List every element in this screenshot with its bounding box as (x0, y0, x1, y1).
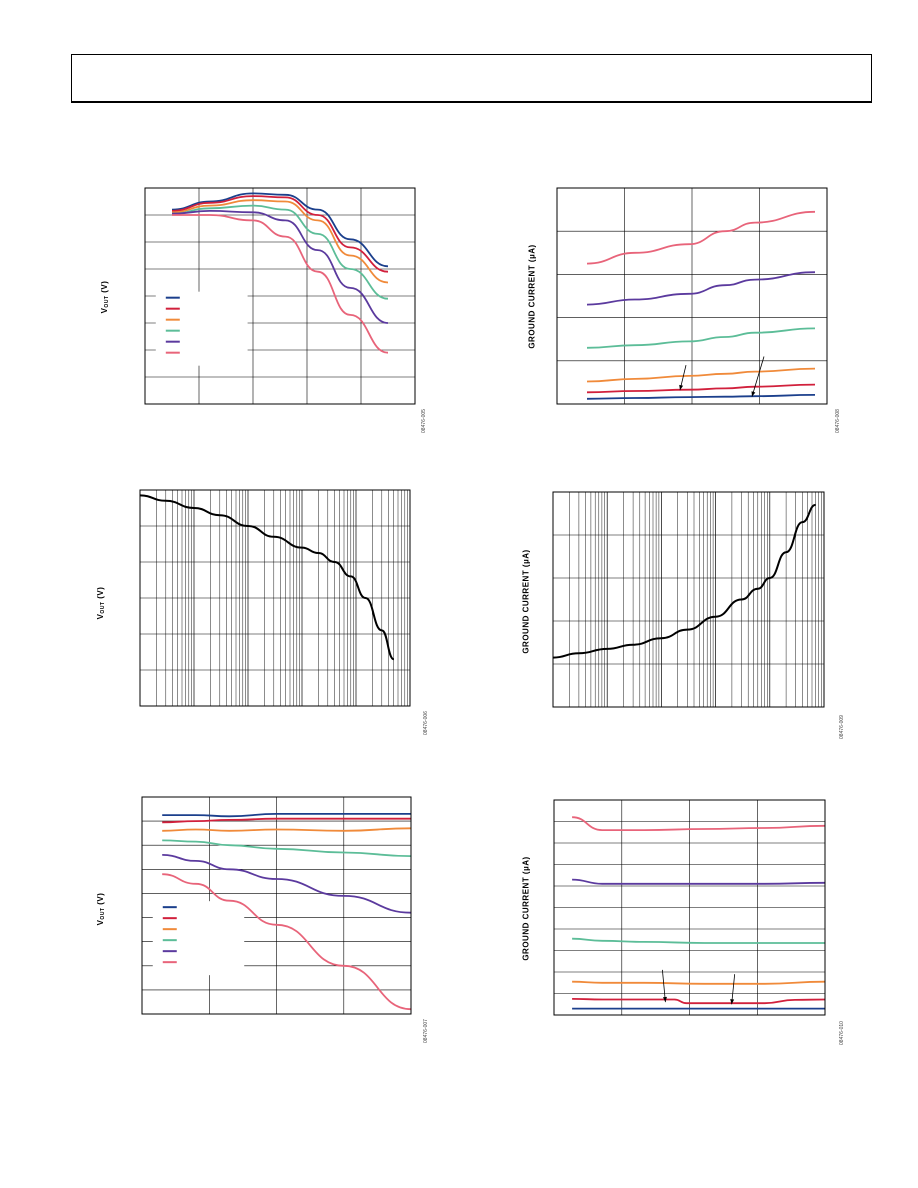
series-line-pink (586, 210, 816, 265)
series-line-navy (171, 192, 389, 268)
series-line-black (139, 494, 395, 661)
figure-id: 08476-010 (839, 1021, 845, 1045)
annotation-arrow-line (662, 969, 666, 1003)
series-line-teal (171, 204, 389, 300)
chart-plot-area (553, 799, 826, 1016)
y-axis-label: GROUND CURRENT (µA) (527, 244, 537, 349)
annotation-arrowhead (662, 996, 667, 1003)
plot-frame (552, 491, 825, 708)
series-line-pink (162, 873, 412, 1011)
annotation-arrowhead (751, 391, 756, 397)
series-line-purple (162, 854, 412, 914)
y-axis-label: VOUT (V) (100, 280, 110, 314)
legend-background (155, 291, 248, 366)
series-line-navy (586, 394, 816, 400)
y-axis-label: GROUND CURRENT (µA) (521, 549, 531, 654)
page-header-box (71, 54, 872, 103)
grid-lines (557, 188, 827, 404)
figure-id: 08476-005 (421, 409, 427, 433)
chart-legend (155, 291, 248, 366)
y-axis-label: GROUND CURRENT (µA) (521, 856, 531, 961)
series-line-pink (171, 214, 389, 354)
series-line-navy (162, 813, 411, 818)
chart-plot-area (552, 491, 825, 708)
series-line-teal (162, 839, 412, 857)
series-line-black (552, 503, 816, 659)
series-line-pink (572, 816, 826, 831)
y-axis-label: VOUT (V) (96, 586, 106, 620)
chart-plot-area (556, 187, 828, 405)
grid-lines (140, 490, 410, 706)
figure-id: 08476-007 (423, 1019, 429, 1043)
series-line-purple (572, 878, 826, 885)
figure-id: 08476-006 (423, 711, 429, 735)
plot-frame (556, 187, 828, 405)
legend-background (152, 901, 245, 976)
annotation-arrowhead (679, 384, 684, 391)
plot-frame (144, 187, 416, 405)
annotation-arrow-line (731, 974, 736, 1005)
figure-id: 08476-009 (839, 715, 845, 739)
annotation-arrowhead (730, 999, 735, 1005)
series-line-teal (586, 327, 816, 349)
chart-plot-area (139, 489, 411, 707)
series-line-teal (572, 937, 825, 944)
series-line-orange (162, 827, 412, 832)
grid-lines (554, 800, 825, 1015)
series-line-orange (572, 980, 826, 985)
chart-plot-area (144, 187, 416, 405)
series-line-red (171, 195, 389, 273)
chart-legend (152, 901, 245, 976)
series-line-orange (171, 199, 389, 284)
plot-frame (139, 489, 411, 707)
y-axis-label: VOUT (V) (96, 892, 106, 926)
series-line-purple (586, 271, 816, 306)
plot-frame (553, 799, 826, 1016)
series-line-purple (171, 209, 389, 324)
chart-plot-area (141, 796, 412, 1015)
series-line-red (586, 383, 816, 394)
plot-frame (141, 796, 412, 1015)
series-line-red (572, 998, 826, 1005)
grid-lines (553, 492, 824, 707)
series-line-orange (586, 367, 816, 383)
annotation-arrow-line (751, 356, 765, 397)
figure-id: 08476-008 (835, 409, 841, 433)
series-line-red (162, 817, 411, 824)
